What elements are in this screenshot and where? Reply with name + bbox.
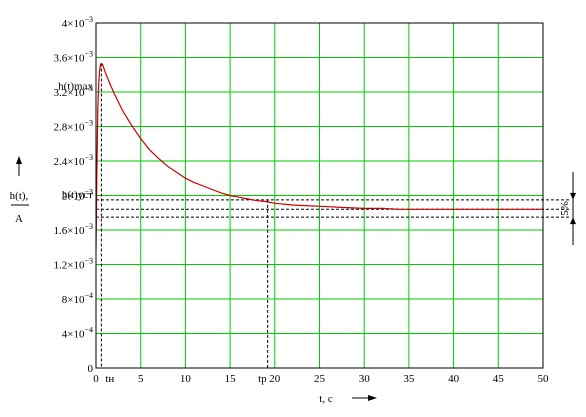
y-tick-label: 3.6×10−3 (54, 50, 93, 65)
band-arrow-top-icon (570, 192, 576, 200)
x-tick-label: 45 (493, 373, 505, 385)
h-steady-label: h(t)уст (62, 189, 93, 201)
x-tick-label: 30 (359, 373, 371, 385)
tp-label: tp (258, 373, 267, 385)
x-tick-label: 5 (138, 373, 144, 385)
y-axis-label-bottom: A (15, 213, 23, 225)
y-tick-label: 4×10−3 (62, 15, 93, 30)
y-tick-label: 1.2×10−3 (54, 257, 93, 272)
grid (95, 22, 544, 369)
x-axis-label: t, c (319, 393, 333, 405)
x-tick-label: 35 (403, 373, 415, 385)
y-tick-label: 1.6×10−3 (54, 222, 93, 237)
x-tick-label: 0 (93, 373, 99, 385)
guide-lines (96, 63, 576, 368)
y-tick-label: 3.2×10−3 (54, 84, 93, 99)
labels-layer: 0 5 10 15 20 25 30 35 40 45 50 0 4×10−4 8×10−4 1.2×10−… (54, 15, 571, 385)
band-arrow-bottom-icon (570, 217, 576, 225)
x-tick-label: 20 (269, 373, 281, 385)
y-tick-label: 8×10−4 (62, 291, 93, 306)
tn-label: tн (105, 373, 114, 385)
y-axis-arrow-icon (16, 156, 22, 176)
y-tick-label: 2.4×10−3 (54, 153, 93, 168)
y-tick-label: 0 (88, 363, 94, 375)
plot-border (95, 22, 544, 369)
x-tick-label: 40 (448, 373, 460, 385)
x-tick-label: 25 (314, 373, 326, 385)
series-layer (95, 62, 543, 250)
h-max-label: h(t)max (58, 81, 93, 93)
y-tick-label: 4×10−4 (62, 326, 93, 341)
x-tick-label: 10 (180, 373, 192, 385)
plot-frame (95, 22, 544, 369)
band-percent-label: 5% (559, 201, 571, 216)
x-tick-label: 50 (538, 373, 550, 385)
x-tick-label: 15 (225, 373, 237, 385)
series-line-h-t (95, 62, 543, 250)
x-axis-arrow-icon (352, 395, 377, 401)
y-axis-label-top: h(t), (10, 190, 29, 202)
y-tick-label: 2.8×10−3 (54, 119, 93, 134)
